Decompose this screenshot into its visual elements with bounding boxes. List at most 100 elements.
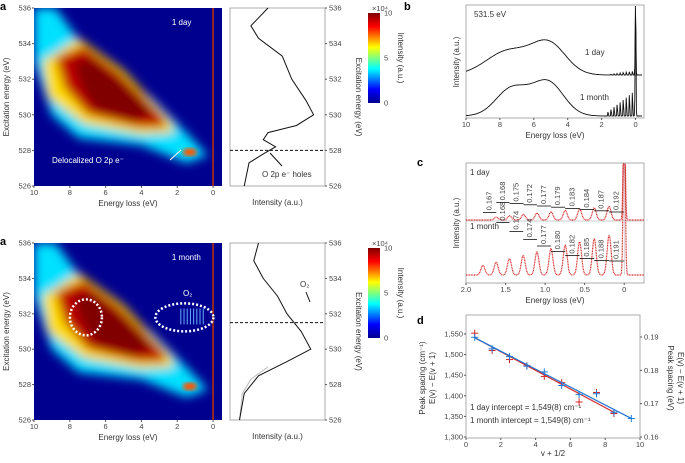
colorbar-exponent: ×10⁴ xyxy=(372,4,388,13)
intercept-1-day: 1 day intercept = 1,549(8) cm⁻¹ xyxy=(470,403,582,412)
y-tick-label: 530 xyxy=(329,110,342,119)
x-tick-label: 10 xyxy=(30,188,38,197)
data-point-marker xyxy=(575,398,583,406)
profile-line xyxy=(243,7,315,187)
x-tick-label: 0.5 xyxy=(579,285,589,294)
x-tick-label: 0 xyxy=(633,120,637,129)
colorbar-tick-label: 5 xyxy=(384,54,388,63)
y-tick-label: 532 xyxy=(18,75,31,84)
y-tick-label: 528 xyxy=(18,146,31,155)
highlight-circle xyxy=(68,298,104,337)
heatmap-peak xyxy=(73,57,156,121)
y2-tick-label: 0.18 xyxy=(644,366,659,375)
colorbar-tick-label: 0 xyxy=(384,99,388,108)
spacing-label: 0.192 xyxy=(612,191,621,210)
x-tick-label: 6 xyxy=(568,440,572,449)
y-tick-label: 530 xyxy=(18,110,31,119)
x-tick-label: 6 xyxy=(104,422,108,431)
spot xyxy=(182,148,197,157)
y-tick-label: 1,550 xyxy=(444,330,463,339)
spectrum-dots-1-month xyxy=(466,163,644,276)
spacing-label: 0.185 xyxy=(582,238,591,257)
x-tick-label: 8 xyxy=(68,188,72,197)
intercept-1-month: 1 month intercept = 1,549(8) cm⁻¹ xyxy=(470,416,591,425)
y-tick-label: 536 xyxy=(329,4,342,13)
y-tick-label: 528 xyxy=(329,380,342,389)
spot xyxy=(182,382,197,391)
heatmap-intensity xyxy=(34,8,214,186)
spectrum-line-1-day xyxy=(465,17,642,76)
x-tick-label: 2 xyxy=(600,120,604,129)
spacing-label: 0.168 xyxy=(498,202,507,221)
annotation-arrow xyxy=(169,149,182,161)
y-tick-label: 536 xyxy=(18,239,31,248)
x-tick-label: 0 xyxy=(211,422,215,431)
colorbar xyxy=(368,13,380,103)
o2-profile-label: O₂ xyxy=(300,280,309,289)
y-tick-label: 1,300 xyxy=(444,433,463,442)
x-tick-label: 0 xyxy=(622,285,626,294)
spacing-label: 0.191 xyxy=(612,240,621,259)
y-tick-label: 532 xyxy=(329,75,342,84)
x-axis-label: Energy loss (eV) xyxy=(525,296,584,305)
map-label: 1 month xyxy=(172,253,201,262)
spacing-label: 0.183 xyxy=(567,188,576,207)
x-tick-label: 10 xyxy=(30,422,38,431)
o2-label: O₂ xyxy=(183,289,192,298)
panel-d-frame xyxy=(465,314,641,439)
y-tick-label: 530 xyxy=(18,345,31,354)
spectrum-dots-1-day xyxy=(466,163,644,221)
spacing-label: 0.177 xyxy=(539,225,548,244)
spacing-label: 0.180 xyxy=(553,231,562,250)
x-tick-label: 8 xyxy=(68,422,72,431)
x-tick-label: 0 xyxy=(464,440,468,449)
colorbar-tick-label: 0 xyxy=(384,334,388,343)
data-point-marker xyxy=(627,414,635,422)
spacing-label: 0.174 xyxy=(511,211,520,230)
panel-label-c: c xyxy=(417,157,423,169)
series-label-1-day: 1 day xyxy=(585,48,605,57)
x-tick-label: 4 xyxy=(139,422,143,431)
panel-label-a-bottom: a xyxy=(0,236,7,248)
x-axis-label: v + 1/2 xyxy=(541,449,566,458)
spacing-label: 0.182 xyxy=(567,235,576,254)
o2-highlight-ellipse xyxy=(154,302,215,333)
y-tick-label: 536 xyxy=(329,239,342,248)
spacing-label: 0.172 xyxy=(525,184,534,203)
data-point-marker xyxy=(610,408,618,416)
y-axis-label: Excitation energy (eV) xyxy=(354,58,363,137)
annotation-arrow xyxy=(305,291,311,303)
colorbar-tick-label: 5 xyxy=(384,289,388,298)
colorbar-label: Intensity (a.u.) xyxy=(396,33,405,84)
y-axis-label: Peak spacing (cm⁻¹) xyxy=(418,341,427,414)
x-tick-label: 2 xyxy=(175,422,179,431)
x-tick-label: 2.0 xyxy=(461,285,471,294)
y-tick-label: 526 xyxy=(329,416,342,425)
x-tick-label: 4 xyxy=(534,440,538,449)
x-tick-label: 10 xyxy=(636,440,644,449)
colorbar-label: Intensity (a.u.) xyxy=(396,268,405,319)
annotation-holes: O 2p e⁻ holes xyxy=(262,170,312,179)
annotation-arrow xyxy=(269,152,283,167)
spectrum-line-1-month xyxy=(466,5,642,117)
data-point-marker xyxy=(523,362,531,370)
profile-frame xyxy=(229,242,326,421)
y-tick-label: 532 xyxy=(18,309,31,318)
x-tick-label: 4 xyxy=(566,120,570,129)
x-tick-label: 8 xyxy=(498,120,502,129)
panel-b-frame xyxy=(465,4,645,119)
y-tick-label: 526 xyxy=(18,416,31,425)
series-label-1-day: 1 day xyxy=(470,168,490,177)
panel-label-b: b xyxy=(404,1,411,13)
y-axis-label: Intensity (a.u.) xyxy=(452,36,461,87)
x-tick-label: 8 xyxy=(603,440,607,449)
spacing-label: 0.175 xyxy=(512,183,521,202)
colorbar-tick-label: 10 xyxy=(384,244,392,253)
y-tick-label: 526 xyxy=(18,182,31,191)
spacing-label: 0.174 xyxy=(525,219,534,238)
spacing-label: 0.177 xyxy=(539,185,548,204)
y-axis-label-2: E(v) − E(v + 1) xyxy=(428,352,437,404)
series-label-1-month: 1 month xyxy=(580,93,609,102)
data-point-marker xyxy=(575,391,583,399)
fit-line-1-month xyxy=(474,337,632,419)
